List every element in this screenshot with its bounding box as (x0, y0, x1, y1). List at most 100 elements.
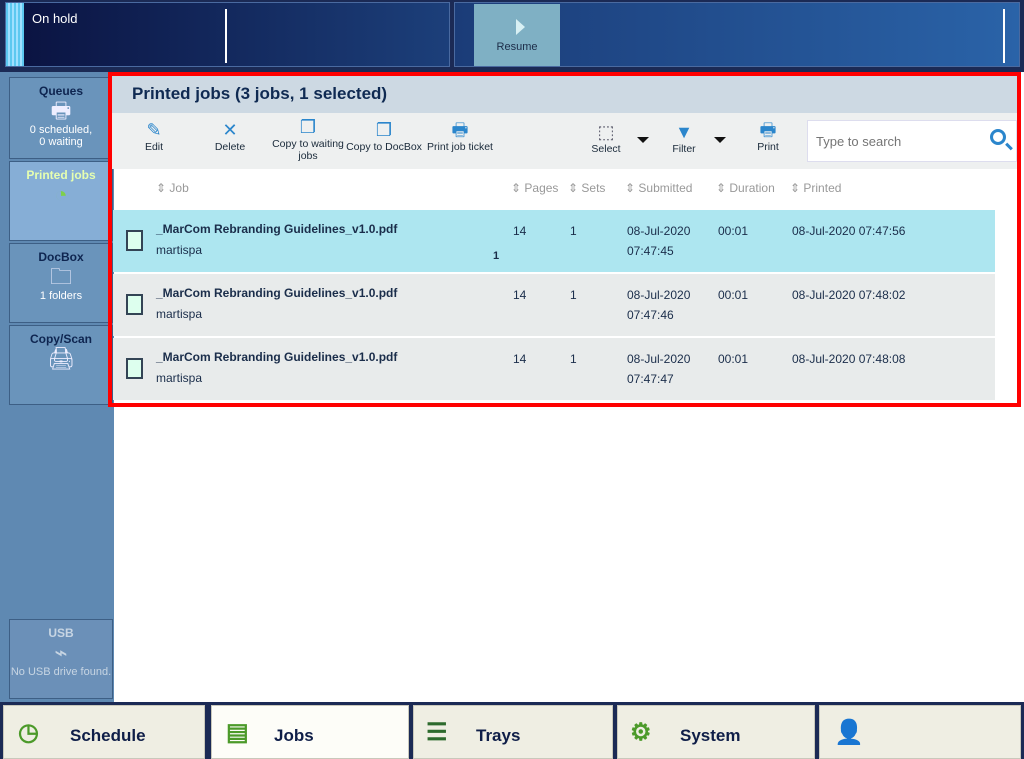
table-row[interactable]: _MarCom Rebranding Guidelines_v1.0.pdf m… (113, 338, 995, 400)
toolbar: ✎ Edit ✕ Delete ❐ Copy to waiting jobs ❐ Cop… (112, 113, 1017, 169)
search-input[interactable] (808, 121, 968, 161)
filter-dropdown-icon[interactable] (714, 137, 726, 143)
trays-icon: ☰ (426, 719, 448, 746)
status-text: On hold (32, 11, 78, 26)
select-icon: ⬚ (597, 122, 615, 142)
submitted-date: 08-Jul-2020 (627, 288, 691, 302)
page-title: Printed jobs (3 jobs, 1 selected) (112, 76, 1017, 113)
label: Queues (38, 84, 83, 98)
clock-icon: ◷ (18, 719, 39, 746)
label: Trays (476, 726, 521, 745)
label: Submitted (638, 181, 693, 195)
label: DocBox (38, 250, 84, 264)
job-owner: martispa (156, 307, 203, 321)
duration: 00:01 (718, 288, 749, 302)
column-printed[interactable]: ⇕ Printed (790, 181, 842, 195)
printed-time: 08-Jul-2020 07:47:56 (792, 224, 906, 238)
top-bar: On hold Resume (0, 0, 1024, 72)
usb-icon: ⌁ (54, 640, 68, 665)
table-row[interactable]: _MarCom Rebranding Guidelines_v1.0.pdf m… (113, 274, 995, 336)
resume-label: Resume (496, 41, 538, 53)
search-field[interactable] (807, 120, 1017, 162)
label: Print (757, 141, 779, 153)
column-sets[interactable]: ⇕ Sets (568, 181, 606, 195)
tab-jobs[interactable]: ▤ Jobs (211, 705, 409, 759)
filter-icon: ▼ (675, 122, 693, 142)
filter-button[interactable]: ▼ Filter (664, 121, 704, 155)
label: Filter (672, 143, 696, 155)
tab-user[interactable]: 👤 (819, 705, 1021, 759)
edit-button[interactable]: ✎ Edit (134, 119, 174, 153)
divider (225, 9, 227, 63)
copy-icon: ❐ (299, 117, 317, 137)
column-duration[interactable]: ⇕ Duration (716, 181, 775, 195)
label: Copy to waiting jobs (272, 138, 344, 162)
delete-button[interactable]: ✕ Delete (210, 119, 250, 153)
search-icon[interactable] (990, 129, 1006, 145)
label: Print job ticket (427, 141, 493, 153)
table-row[interactable]: _MarCom Rebranding Guidelines_v1.0.pdf m… (113, 210, 995, 272)
column-job[interactable]: ⇕ Job (156, 181, 189, 195)
pages: 14 (513, 352, 527, 366)
sidebar-item-docbox[interactable]: DocBox 🗀 1 folders (9, 243, 113, 323)
tab-trays[interactable]: ☰ Trays (413, 705, 613, 759)
job-name: _MarCom Rebranding Guidelines_v1.0.pdf (156, 350, 398, 364)
document-icon (126, 358, 143, 379)
submitted-date: 08-Jul-2020 (627, 352, 691, 366)
label: Delete (214, 141, 246, 153)
sub: 1 folders (39, 290, 83, 302)
sets: 1 (570, 352, 577, 366)
label: Select (591, 143, 621, 155)
sidebar-item-usb: USB ⌁ No USB drive found. (9, 619, 113, 699)
select-dropdown-icon[interactable] (637, 137, 649, 143)
printer-icon: 🖶 (50, 98, 72, 123)
close-icon: ✕ (222, 120, 238, 140)
resume-button[interactable]: Resume (474, 4, 560, 66)
tab-system[interactable]: ⚙ System (617, 705, 815, 759)
sub: No USB drive found. (10, 666, 112, 678)
copy-to-docbox-button[interactable]: ❐ Copy to DocBox (344, 119, 424, 153)
pages: 14 (513, 224, 527, 238)
print-ticket-button[interactable]: 🖶 Print job ticket (424, 119, 496, 153)
select-button[interactable]: ⬚ Select (586, 121, 626, 155)
label: System (680, 726, 741, 745)
submitted-time: 07:47:47 (627, 372, 674, 386)
document-icon (126, 230, 143, 251)
sets: 1 (570, 224, 577, 238)
printer-icon: 🖶 (759, 120, 777, 140)
duration: 00:01 (718, 352, 749, 366)
gears-icon: ⚙ (630, 719, 652, 746)
sub: 0 scheduled, (29, 124, 93, 136)
column-submitted[interactable]: ⇕ Submitted (625, 181, 693, 195)
label: USB (48, 626, 74, 640)
print-button[interactable]: 🖶 Print (748, 119, 788, 153)
play-icon (516, 19, 525, 35)
tab-schedule[interactable]: ◷ Schedule (3, 705, 205, 759)
submitted-time: 07:47:46 (627, 308, 674, 322)
label: Edit (144, 141, 164, 153)
control-panel: Resume (454, 2, 1020, 67)
column-pages[interactable]: ⇕ Pages (511, 181, 559, 195)
submitted-date: 08-Jul-2020 (627, 224, 691, 238)
divider (1003, 9, 1005, 63)
printed-jobs-icon: ◔ (54, 182, 68, 207)
sidebar-item-copy-scan[interactable]: Copy/Scan 🖨 (9, 325, 113, 405)
sidebar: Queues 🖶 0 scheduled, 0 waiting Printed … (0, 72, 114, 702)
status-indicator (6, 3, 24, 66)
sidebar-item-printed-jobs[interactable]: Printed jobs ◔ (9, 161, 113, 241)
label: Job (169, 181, 189, 195)
jobs-icon: ▤ (226, 719, 249, 746)
label: Copy to DocBox (346, 141, 422, 153)
sidebar-item-queues[interactable]: Queues 🖶 0 scheduled, 0 waiting (9, 77, 113, 159)
sub: 0 waiting (39, 136, 83, 148)
selection-count: 1 (493, 250, 500, 262)
label: Pages (524, 181, 559, 195)
ticket-icon: 🖶 (451, 120, 469, 140)
label: Printed jobs (26, 168, 96, 182)
duration: 00:01 (718, 224, 749, 238)
job-owner: martispa (156, 371, 203, 385)
sets: 1 (570, 288, 577, 302)
copy-to-waiting-button[interactable]: ❐ Copy to waiting jobs (268, 116, 348, 162)
job-name: _MarCom Rebranding Guidelines_v1.0.pdf (156, 286, 398, 300)
user-key-icon: 👤 (834, 719, 864, 746)
